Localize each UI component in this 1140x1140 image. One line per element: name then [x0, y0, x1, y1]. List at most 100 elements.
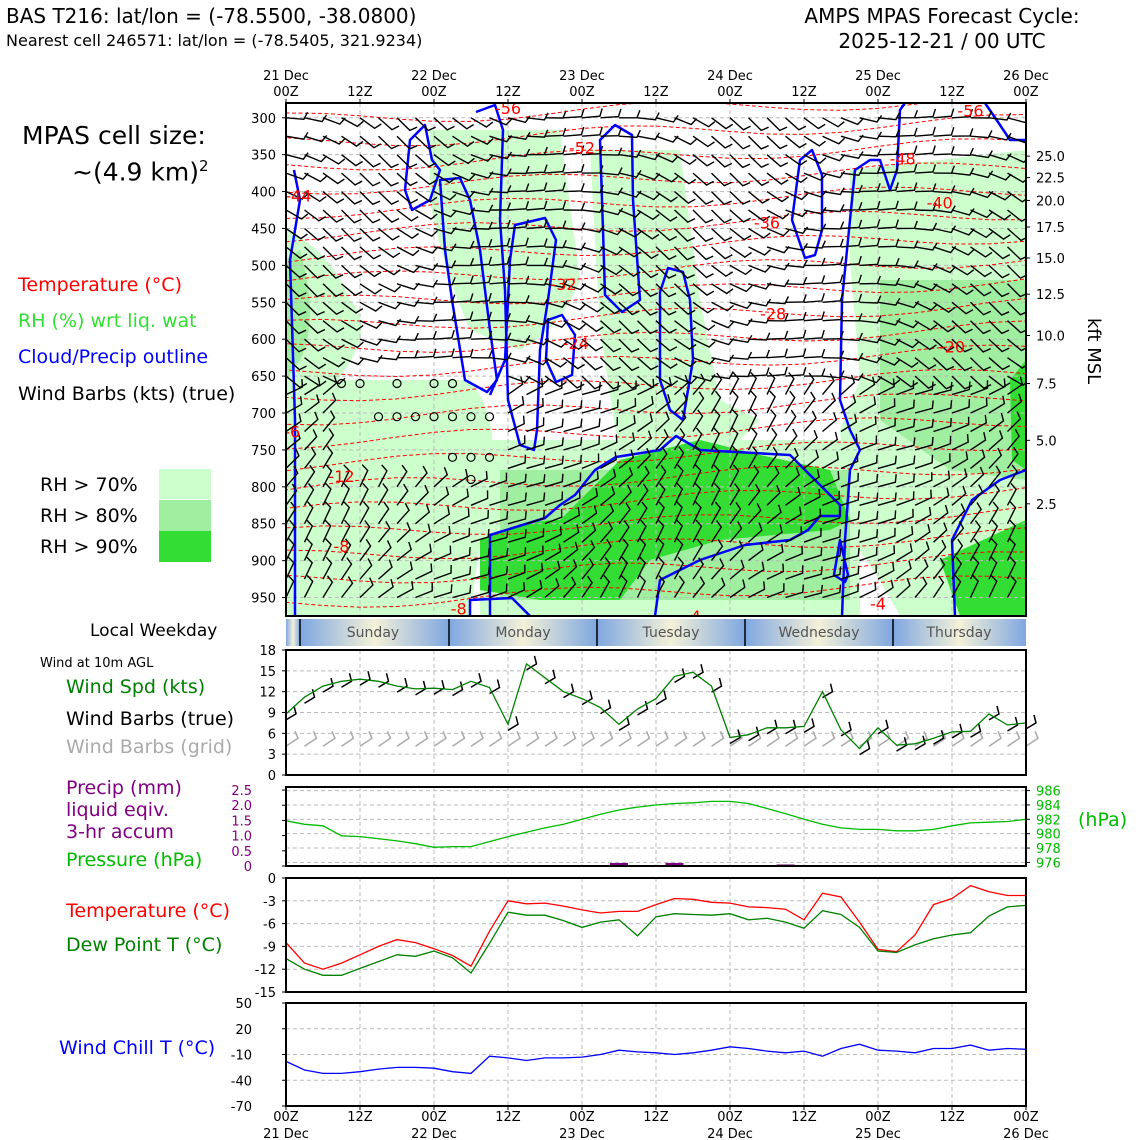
wind-barb: [618, 246, 642, 258]
wind-barb: [729, 191, 751, 205]
wind-barb: [766, 366, 788, 377]
wind-barb: [804, 257, 826, 267]
wind-barb: [618, 338, 640, 353]
wind-barb: [359, 577, 374, 599]
wind-barb: [526, 112, 549, 121]
wind-barb: [692, 373, 706, 396]
wind-barb: [286, 320, 307, 335]
temperature-label: -4: [870, 594, 886, 613]
wind-barb: [396, 464, 408, 488]
wind-barb: [840, 373, 864, 381]
wind-barb: [914, 472, 933, 488]
wind-barb: [785, 294, 807, 303]
precip-ytick-label: 2.5: [231, 784, 252, 799]
wind-barb: [710, 520, 723, 543]
wind-barb: [914, 454, 934, 470]
wind-barb: [452, 329, 474, 340]
wind-barb: [840, 547, 860, 562]
wind-barb: [711, 154, 733, 168]
grid-wind-barb: [951, 730, 965, 747]
wind-barb: [951, 167, 975, 176]
wind-barb: [748, 246, 771, 256]
legend-precip-3: 3-hr accum: [66, 821, 174, 843]
rh70-swatch: [159, 469, 211, 499]
wind-barb: [340, 501, 351, 525]
grid-wind-barb: [322, 730, 336, 747]
wind-barb: [729, 301, 753, 310]
wind-barb: [470, 584, 490, 599]
wind-barb: [803, 329, 825, 340]
wind-barb: [286, 172, 309, 181]
true-wind-barb: [396, 677, 408, 693]
wind-barb: [655, 428, 669, 451]
wind-barb: [304, 377, 321, 396]
wind-barb: [507, 492, 527, 506]
wind-barb: [877, 527, 896, 543]
wind-barb: [803, 368, 826, 377]
wind-barb: [378, 352, 401, 361]
wind-barb: [636, 501, 648, 525]
wind-barb: [822, 547, 842, 562]
wind-barb: [914, 381, 934, 396]
wind-barb: [322, 464, 333, 488]
wind-barb: [729, 521, 743, 543]
wind-barb: [859, 200, 881, 211]
bottom-date-label: 22 Dec: [411, 1127, 457, 1140]
wind-barb: [304, 172, 327, 183]
wind-barb: [914, 558, 929, 580]
wind-ytick-label: 9: [268, 707, 276, 722]
wind-barb: [489, 529, 509, 543]
wind-barb: [544, 338, 568, 348]
wind-barb: [489, 219, 511, 230]
true-wind-barb: [822, 683, 834, 699]
wind-barb: [637, 172, 661, 181]
true-wind-barb: [933, 730, 945, 745]
wind-barb: [507, 314, 531, 324]
weekday-name: Sunday: [347, 625, 399, 641]
wind-barb: [507, 148, 531, 158]
wind-barb: [933, 338, 955, 352]
wind-barb: [470, 528, 490, 543]
isotherm-10: [286, 320, 1026, 353]
wind-barb: [637, 264, 659, 279]
true-wind-barb: [600, 699, 612, 715]
grid-wind-barb: [359, 730, 373, 747]
wind-barb: [286, 501, 297, 525]
wind-barb: [415, 117, 436, 132]
wind-barb: [581, 557, 595, 580]
wind-barb: [433, 154, 456, 167]
wind-barb: [655, 154, 679, 163]
wind-barb: [655, 209, 678, 222]
isotherm-16: [286, 465, 1026, 491]
wind-ytick-label: 6: [268, 727, 276, 742]
wind-barb: [433, 329, 455, 340]
legend-cloud-outline: Cloud/Precip outline: [18, 346, 209, 368]
wind-barb: [359, 227, 381, 242]
wind-barb: [341, 191, 363, 205]
wind-barb: [470, 117, 494, 128]
wind-barb: [655, 376, 672, 396]
temperature-label: -32: [550, 275, 576, 294]
wind-barb: [803, 566, 823, 580]
wind-barb: [433, 243, 457, 252]
wind-barb: [822, 238, 844, 248]
wind-barb: [470, 187, 494, 196]
wind-barb: [840, 583, 859, 599]
wind-barb: [489, 274, 511, 285]
wind-barb: [618, 484, 632, 506]
wind-barb: [452, 275, 474, 285]
wind-barb: [433, 277, 456, 286]
legend-pressure: Pressure (hPa): [66, 849, 203, 871]
wind-barb: [840, 313, 863, 322]
wind-barb: [637, 190, 661, 201]
wind-barb: [896, 455, 916, 470]
wind-barb: [322, 482, 332, 506]
wind-barb: [1025, 357, 1026, 359]
wind-barb: [729, 154, 751, 169]
wind-barb: [618, 415, 636, 433]
station-title: BAS T216: lat/lon = (-78.5500, -38.0800): [6, 4, 417, 28]
wind-barb: [286, 465, 299, 488]
wind-barb: [711, 337, 735, 346]
wind-barb: [452, 190, 476, 199]
